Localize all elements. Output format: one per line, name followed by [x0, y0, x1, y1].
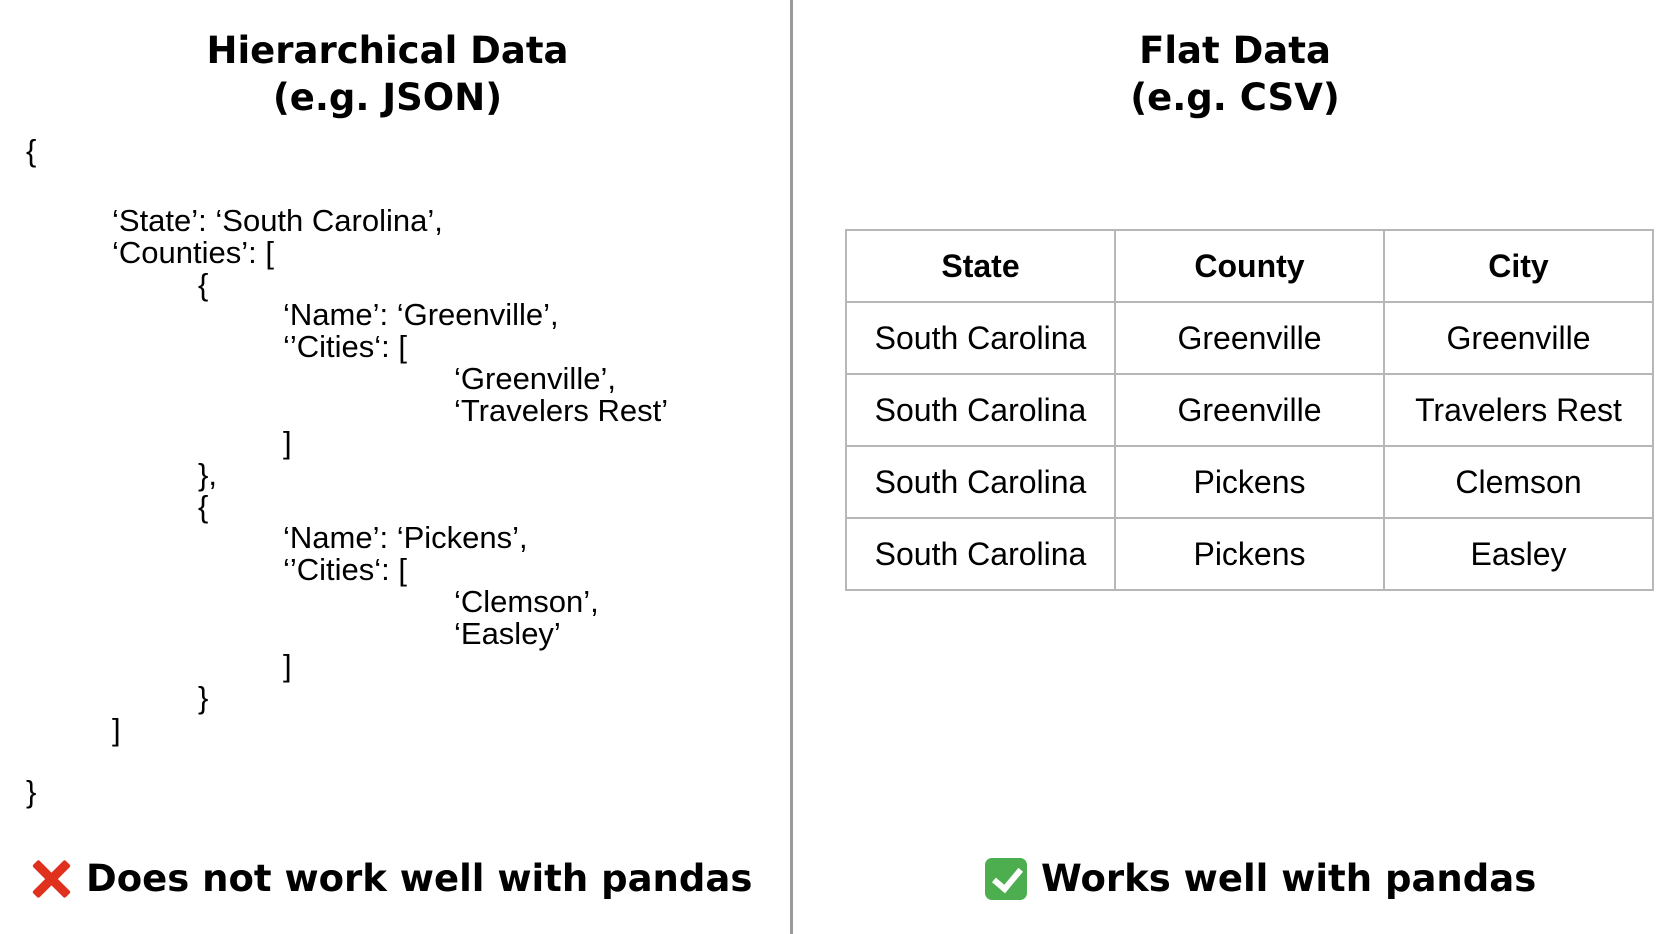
json-line: ‘Greenville’,: [454, 361, 616, 396]
table-cell-county: Pickens: [1114, 445, 1385, 519]
json-line: },: [198, 457, 217, 492]
cross-mark-icon: [30, 858, 72, 900]
table-row: South Carolina Pickens Clemson: [845, 445, 1654, 519]
json-line: {: [198, 489, 209, 524]
json-line: ‘Travelers Rest’: [454, 393, 669, 428]
json-line: ‘State’: ‘South Carolina’,: [112, 203, 443, 238]
column-header-city: City: [1383, 229, 1654, 303]
json-line: ‘Clemson’,: [454, 584, 599, 619]
table-row: South Carolina Greenville Greenville: [845, 301, 1654, 375]
json-line: ]: [283, 425, 292, 460]
table-cell-county: Greenville: [1114, 373, 1385, 447]
json-line: {: [26, 133, 37, 168]
table-row: South Carolina Pickens Easley: [845, 517, 1654, 591]
json-line: {: [198, 267, 209, 302]
table-row: South Carolina Greenville Travelers Rest: [845, 373, 1654, 447]
json-line: ]: [112, 712, 121, 747]
hierarchical-data-title: Hierarchical Data (e.g. JSON): [0, 27, 775, 121]
table-cell-state: South Carolina: [845, 445, 1116, 519]
json-line: ‘’Cities‘: [: [283, 329, 408, 364]
json-line: ‘Counties’: [: [112, 235, 274, 270]
check-mark-button-icon: [985, 858, 1027, 900]
json-line: ]: [283, 648, 292, 683]
hierarchical-subtitle-line: (e.g. JSON): [272, 76, 503, 119]
flat-verdict: Works well with pandas: [985, 852, 1536, 906]
hierarchical-verdict-text: Does not work well with pandas: [86, 857, 753, 900]
json-line: ‘Name’: ‘Greenville’,: [283, 297, 559, 332]
table-cell-state: South Carolina: [845, 517, 1116, 591]
table-cell-city: Easley: [1383, 517, 1654, 591]
json-line: }: [26, 774, 37, 809]
hierarchical-title-line: Hierarchical Data: [206, 29, 569, 72]
flat-title-line: Flat Data: [1139, 29, 1331, 72]
table-cell-county: Greenville: [1114, 301, 1385, 375]
table-cell-county: Pickens: [1114, 517, 1385, 591]
json-line: ‘Easley’: [454, 616, 561, 651]
flat-data-title: Flat Data (e.g. CSV): [795, 27, 1672, 121]
flat-verdict-text: Works well with pandas: [1041, 857, 1537, 900]
json-line: }: [198, 680, 209, 715]
json-line: ‘Name’: ‘Pickens’,: [283, 520, 528, 555]
flat-data-table: State County City South Carolina Greenvi…: [845, 229, 1654, 591]
column-header-county: County: [1114, 229, 1385, 303]
column-header-state: State: [845, 229, 1116, 303]
json-line: ‘’Cities‘: [: [283, 552, 408, 587]
table-cell-city: Travelers Rest: [1383, 373, 1654, 447]
table-cell-state: South Carolina: [845, 301, 1116, 375]
table-header-row: State County City: [845, 229, 1654, 303]
panel-divider: [790, 0, 793, 934]
hierarchical-verdict: Does not work well with pandas: [30, 852, 752, 906]
flat-subtitle-line: (e.g. CSV): [1130, 76, 1340, 119]
table-cell-city: Clemson: [1383, 445, 1654, 519]
table-cell-city: Greenville: [1383, 301, 1654, 375]
table-cell-state: South Carolina: [845, 373, 1116, 447]
